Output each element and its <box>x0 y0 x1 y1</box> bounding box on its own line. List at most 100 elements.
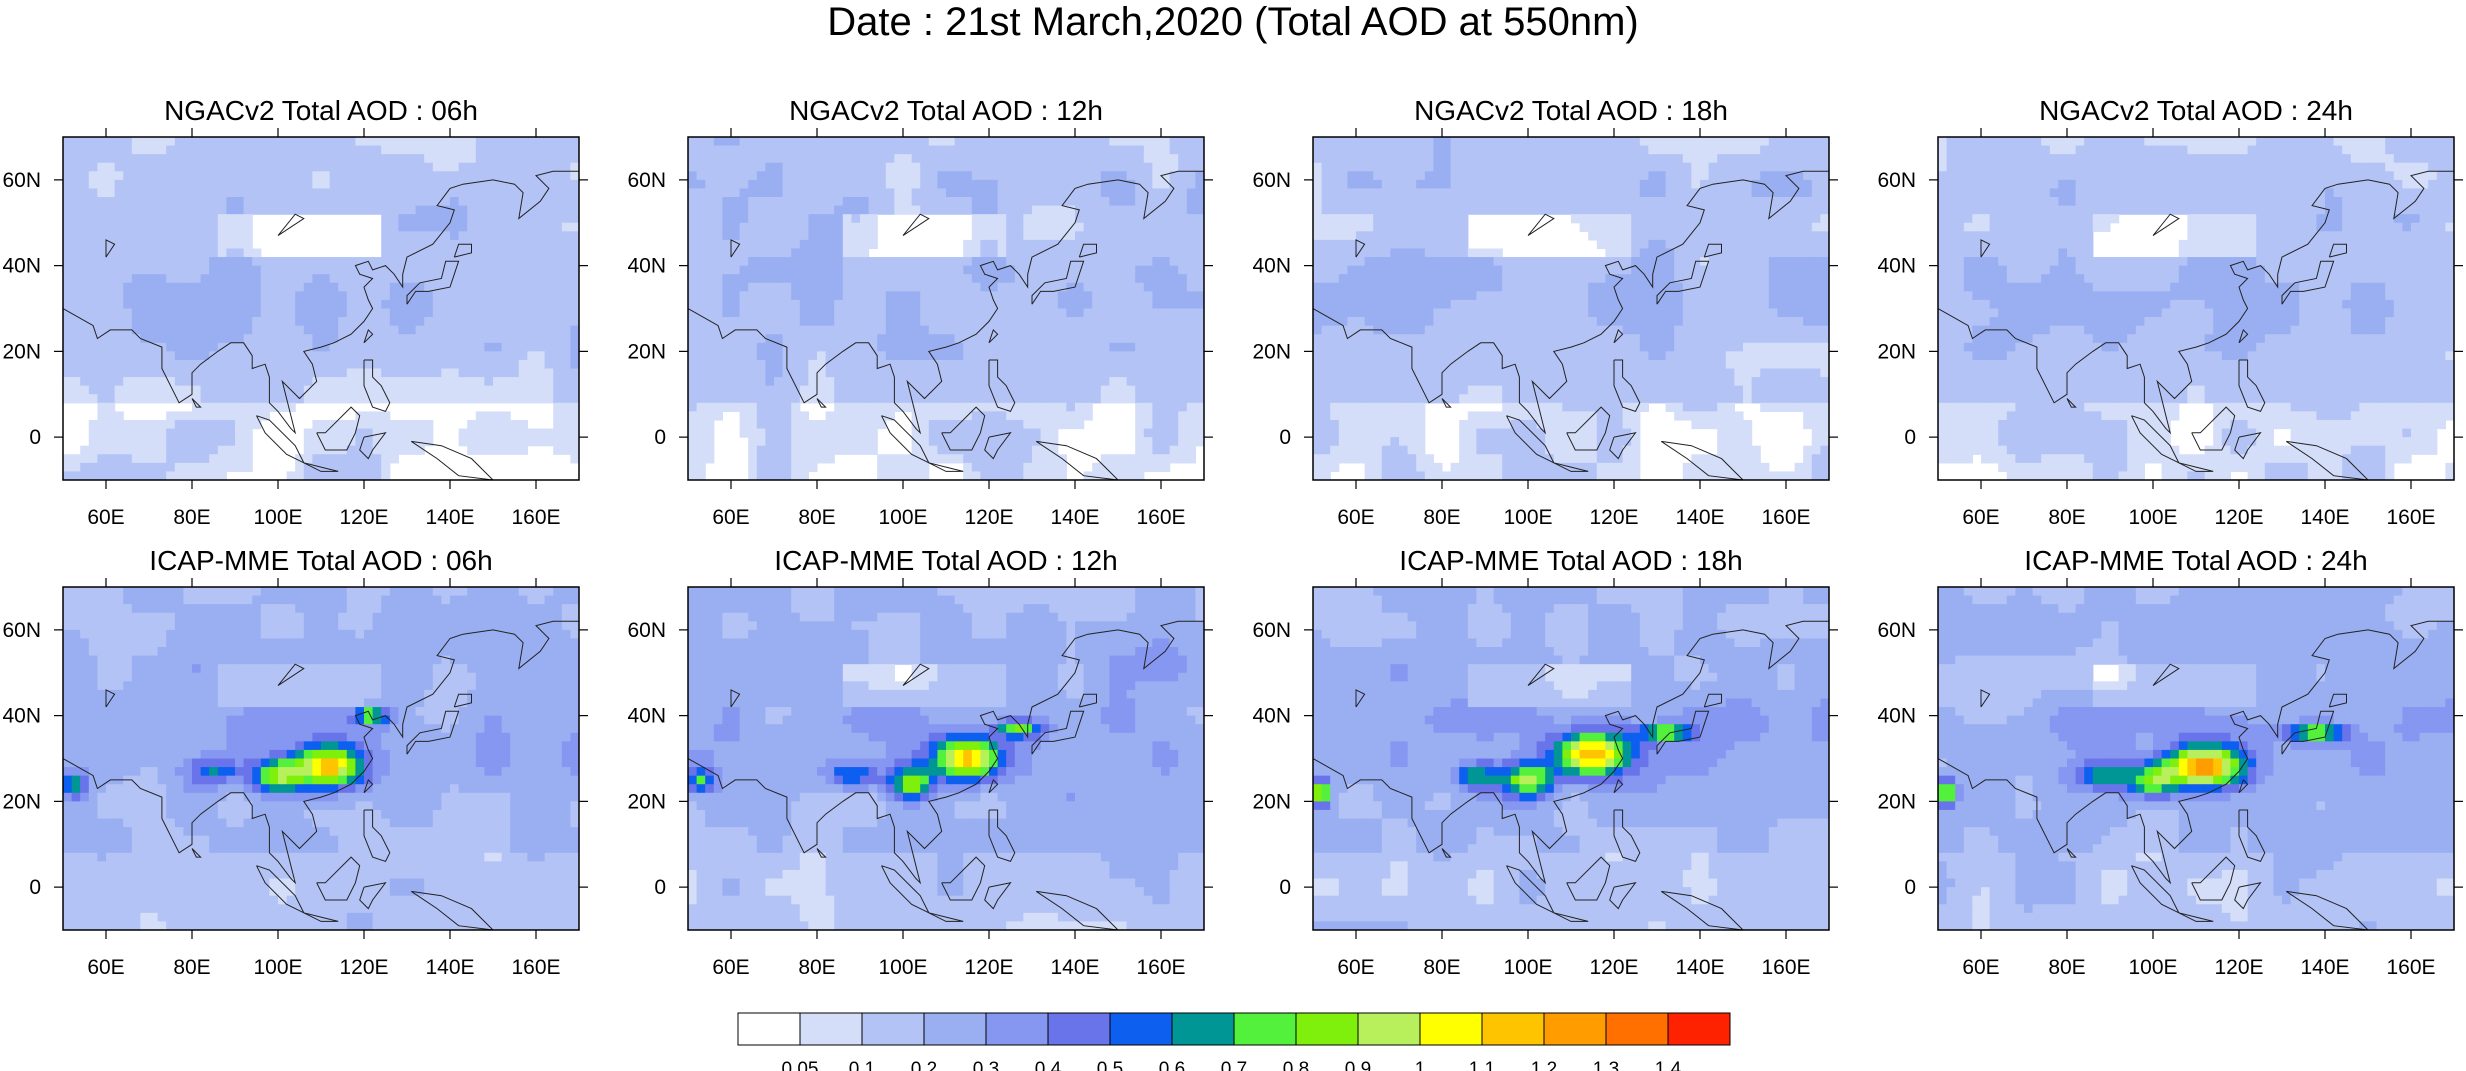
aod-cell <box>235 385 245 395</box>
aod-cell <box>80 162 90 172</box>
aod-cell <box>295 334 305 344</box>
aod-cell <box>286 188 296 198</box>
aod-cell <box>570 248 579 258</box>
aod-cell <box>561 162 571 172</box>
y-tick-label: 0 <box>29 426 41 449</box>
aod-cell <box>131 445 141 455</box>
aod-cell <box>1485 171 1495 181</box>
aod-cell <box>791 179 801 190</box>
aod-cell <box>174 462 184 473</box>
aod-cell <box>131 437 141 447</box>
aod-cell <box>570 162 579 172</box>
aod-cell <box>713 342 723 352</box>
aod-cell <box>765 428 775 438</box>
aod-cell <box>1100 197 1110 207</box>
aod-cell <box>441 359 451 370</box>
aod-cell <box>570 265 579 275</box>
aod-cell <box>329 257 339 267</box>
aod-cell <box>364 462 374 473</box>
aod-cell <box>946 282 956 292</box>
aod-cell <box>817 308 827 318</box>
aod-cell <box>544 197 554 207</box>
aod-cell <box>1485 197 1495 207</box>
aod-cell <box>937 137 947 147</box>
aod-cell <box>1786 171 1796 181</box>
aod-cell <box>372 411 382 421</box>
aod-cell <box>903 471 913 480</box>
aod-cell <box>1186 437 1196 447</box>
aod-cell <box>312 445 322 455</box>
aod-cell <box>372 325 382 335</box>
aod-cell <box>200 445 210 455</box>
aod-cell <box>441 325 451 335</box>
aod-cell <box>1700 179 1710 190</box>
aod-cell <box>149 154 159 164</box>
aod-cell <box>722 308 732 318</box>
aod-cell <box>1330 188 1340 198</box>
aod-cell <box>782 257 792 267</box>
aod-cell <box>510 351 520 361</box>
aod-cell <box>946 351 956 361</box>
aod-cell <box>774 368 784 378</box>
aod-cell <box>1178 411 1188 421</box>
aod-cell <box>834 171 844 181</box>
aod-cell <box>894 385 904 395</box>
aod-cell <box>174 205 184 215</box>
aod-cell <box>1152 445 1162 455</box>
aod-cell <box>739 334 749 344</box>
x-tick-label: 60E <box>87 506 124 529</box>
aod-cell <box>106 308 116 318</box>
aod-cell <box>355 162 365 172</box>
aod-cell <box>140 145 150 155</box>
aod-cell <box>963 291 973 301</box>
aod-cell <box>372 308 382 318</box>
aod-cell <box>1545 154 1555 164</box>
aod-cell <box>183 231 193 241</box>
aod-cell <box>920 402 930 412</box>
aod-cell <box>1195 377 1204 387</box>
aod-cell <box>851 334 861 344</box>
aod-cell <box>63 222 73 232</box>
aod-cell <box>295 282 305 292</box>
aod-cell <box>553 171 563 181</box>
aod-cell <box>860 385 870 395</box>
aod-cell <box>200 385 210 395</box>
aod-cell <box>997 274 1007 284</box>
aod-cell <box>97 205 107 215</box>
x-tick-label: 60E <box>712 506 749 529</box>
aod-cell <box>860 231 870 241</box>
aod-cell <box>1186 428 1196 438</box>
aod-cell <box>791 351 801 361</box>
aod-cell <box>1109 274 1119 284</box>
aod-cell <box>1118 394 1128 404</box>
aod-cell <box>364 171 374 181</box>
aod-cell <box>235 368 245 378</box>
aod-cell <box>424 162 434 172</box>
aod-cell <box>1450 214 1460 224</box>
aod-cell <box>149 394 159 404</box>
aod-cell <box>739 419 749 430</box>
aod-cell <box>1023 351 1033 361</box>
aod-cell <box>1571 145 1581 155</box>
aod-cell <box>1195 368 1204 378</box>
aod-cell <box>441 162 451 172</box>
aod-cell <box>1006 437 1016 447</box>
aod-cell <box>381 145 391 155</box>
aod-cell <box>260 291 270 301</box>
aod-cell <box>71 145 81 155</box>
aod-cell <box>450 342 460 352</box>
aod-cell <box>1083 248 1093 258</box>
aod-cell <box>88 351 98 361</box>
aod-cell <box>1588 162 1598 172</box>
aod-cell <box>381 471 391 480</box>
aod-cell <box>696 445 706 455</box>
aod-cell <box>209 342 219 352</box>
aod-cell <box>355 291 365 301</box>
aod-cell <box>1023 419 1033 430</box>
aod-cell <box>1083 154 1093 164</box>
aod-cell <box>131 188 141 198</box>
aod-cell <box>398 171 408 181</box>
aod-cell <box>88 188 98 198</box>
aod-cell <box>183 342 193 352</box>
aod-cell <box>997 351 1007 361</box>
